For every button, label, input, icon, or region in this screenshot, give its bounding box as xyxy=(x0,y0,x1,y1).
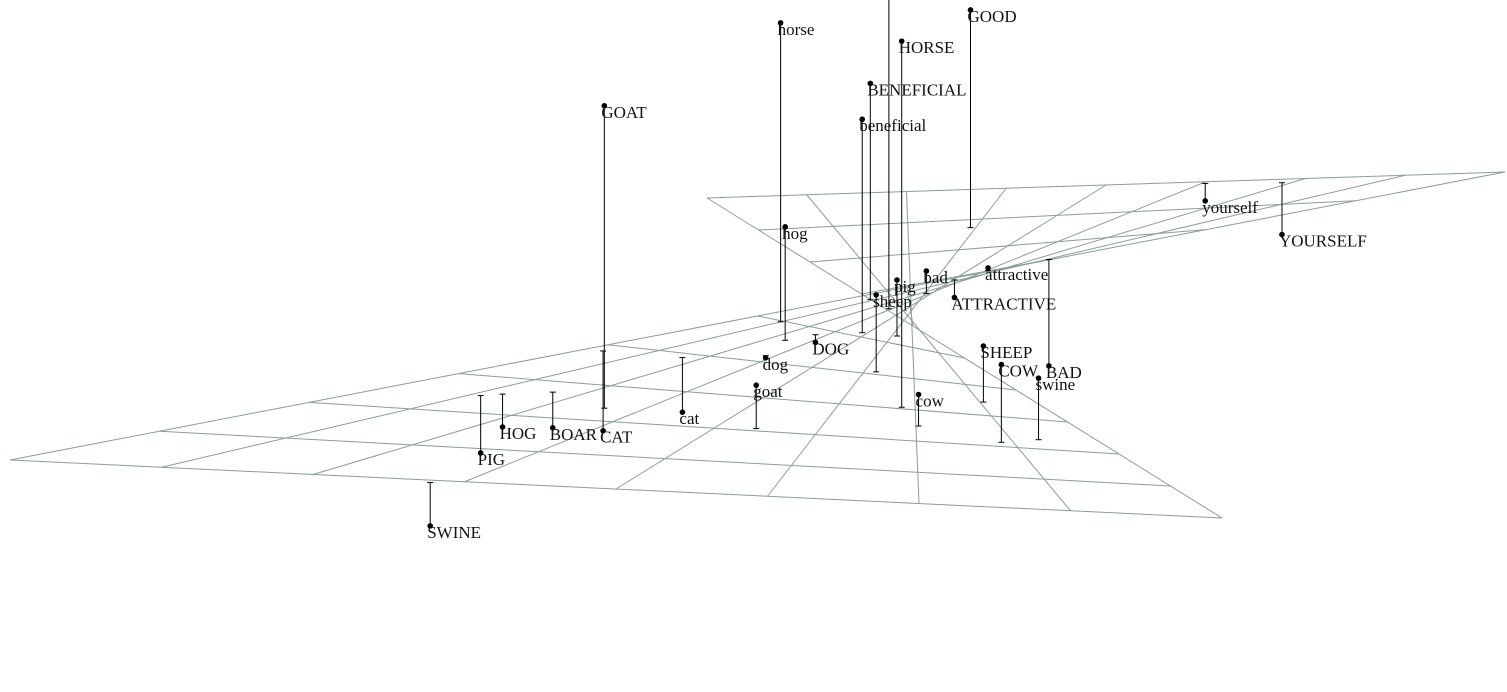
data-point: sheep xyxy=(873,292,912,373)
point-marker xyxy=(1279,231,1285,238)
point-label: YOURSELF xyxy=(1279,232,1367,251)
point-marker xyxy=(499,424,506,430)
data-point: PIG xyxy=(477,395,505,469)
data-point: BAD xyxy=(1045,259,1082,382)
point-label: cat xyxy=(679,409,699,428)
data-point: pig xyxy=(893,277,916,337)
point-marker xyxy=(1202,198,1209,204)
point-label: PIG xyxy=(478,450,505,469)
data-point: SHEEP xyxy=(980,343,1032,403)
point-marker xyxy=(859,116,866,123)
grid-line xyxy=(706,197,1223,519)
data-point: YOURSELF xyxy=(1278,182,1367,251)
grid-line xyxy=(9,171,1506,461)
data-point: COW xyxy=(998,362,1039,443)
point-marker xyxy=(1035,375,1042,381)
data-point: attractive xyxy=(985,265,1048,284)
point-marker xyxy=(998,361,1005,368)
point-marker xyxy=(951,294,958,301)
data-point: CAT xyxy=(600,350,633,447)
point-marker xyxy=(915,391,922,398)
data-point: BENEFICIAL xyxy=(867,80,966,301)
point-label: goat xyxy=(753,382,783,401)
point-label: horse xyxy=(778,20,815,39)
grid-line xyxy=(906,191,920,504)
point-label: HOG xyxy=(500,424,537,443)
floor-grid xyxy=(9,171,1506,519)
point-label: beneficial xyxy=(859,116,926,135)
point-marker xyxy=(867,80,874,87)
point-marker xyxy=(427,523,433,529)
data-point: bad xyxy=(923,268,948,294)
point-label: yourself xyxy=(1202,198,1258,217)
point-label: GOOD xyxy=(968,7,1017,26)
grid-line xyxy=(615,184,1107,490)
data-point: hog xyxy=(782,224,808,341)
data-point: ATTRACTIVE xyxy=(951,279,1056,313)
point-marker xyxy=(753,382,760,388)
data-point: GOOD xyxy=(967,7,1017,229)
point-marker xyxy=(777,20,784,26)
grid-line xyxy=(161,174,1406,468)
point-label: CAT xyxy=(600,428,633,447)
point-label: bad xyxy=(923,268,948,287)
data-point: HORSE xyxy=(898,38,955,408)
data-point: swine xyxy=(1035,375,1076,441)
data-point: GOAT xyxy=(601,102,647,409)
data-point: dog xyxy=(762,355,789,374)
point-label: BOAR xyxy=(550,425,598,444)
point-marker xyxy=(873,292,879,298)
data-point: yourself xyxy=(1202,182,1258,217)
point-marker xyxy=(477,450,484,456)
point-marker xyxy=(894,277,900,283)
point-label: hog xyxy=(782,224,808,243)
point-label: SHEEP xyxy=(980,343,1032,362)
data-point: DOG xyxy=(812,334,849,358)
point-label: pig xyxy=(894,277,916,296)
point-label: SWINE xyxy=(427,523,481,542)
point-marker xyxy=(985,265,991,271)
data-point: goat xyxy=(753,382,783,430)
point-marker xyxy=(980,343,987,349)
data-points: HORSE horse good GOAT BENEFICIAL beneficial GO… xyxy=(427,0,1367,542)
data-point: BOAR xyxy=(549,391,598,444)
point-marker xyxy=(601,102,608,109)
point-marker xyxy=(923,268,930,274)
grid-line xyxy=(312,178,1306,475)
point-label: COW xyxy=(998,362,1039,381)
data-point: good xyxy=(885,0,892,310)
point-label: HORSE xyxy=(899,38,955,57)
grid-line xyxy=(767,187,1007,497)
point-label: DOG xyxy=(812,339,849,358)
point-label: ATTRACTIVE xyxy=(951,294,1056,313)
point-label: BENEFICIAL xyxy=(867,80,966,99)
point-marker xyxy=(1046,363,1052,369)
point-marker xyxy=(549,425,556,431)
point-label: swine xyxy=(1036,375,1076,394)
point-marker xyxy=(812,339,819,346)
data-point: SWINE xyxy=(427,481,481,542)
point-label: attractive xyxy=(985,265,1048,284)
point-marker xyxy=(679,409,686,415)
data-point: cat xyxy=(679,357,700,428)
point-marker xyxy=(600,427,606,434)
point-marker xyxy=(898,38,905,44)
point-marker xyxy=(762,355,769,361)
point-marker xyxy=(967,7,974,13)
point-label: sheep xyxy=(873,292,912,311)
data-point: HOG xyxy=(499,393,537,443)
point-label: GOAT xyxy=(601,103,647,122)
point-label: dog xyxy=(763,355,789,374)
data-point: horse xyxy=(777,20,815,323)
point-label: cow xyxy=(916,391,945,410)
data-point: beneficial xyxy=(859,116,927,334)
point-marker xyxy=(782,224,788,230)
grid-line xyxy=(806,194,1071,512)
data-point: cow xyxy=(915,391,945,427)
point-label: BAD xyxy=(1046,363,1082,382)
grid-line xyxy=(464,181,1206,483)
